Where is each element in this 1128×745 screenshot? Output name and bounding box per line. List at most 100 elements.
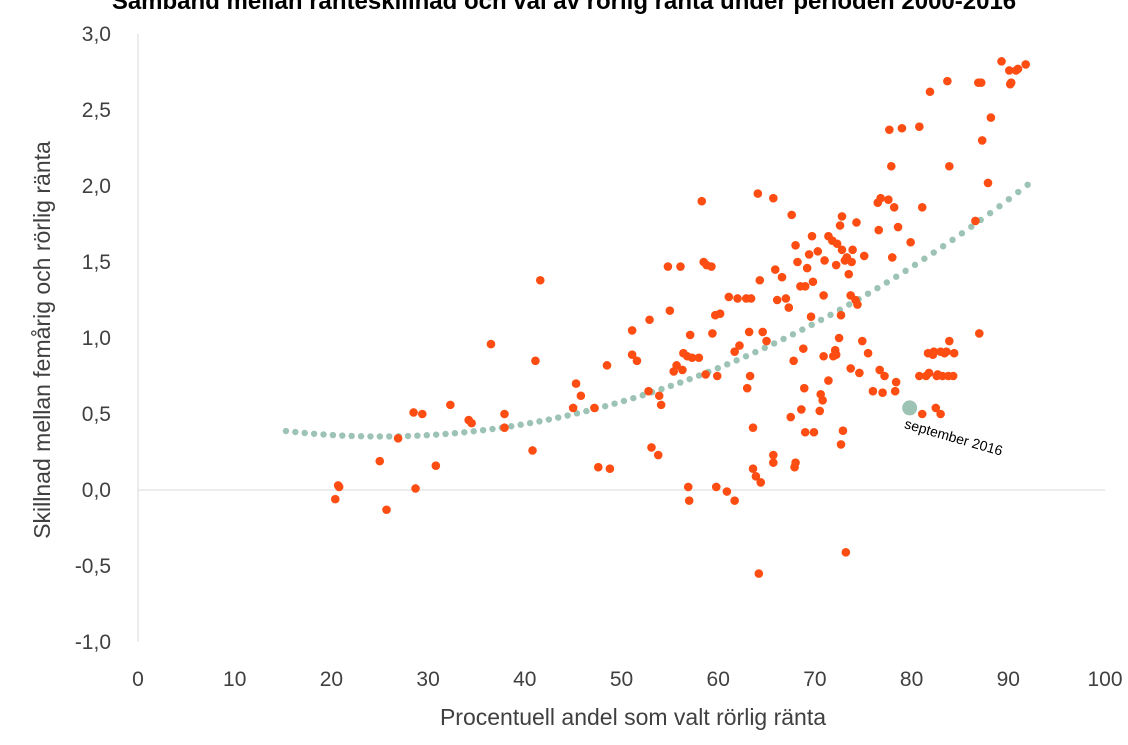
data-point (409, 408, 418, 417)
data-point (893, 222, 903, 232)
data-point (411, 484, 420, 493)
data-point (500, 423, 509, 432)
trendline-dot (526, 419, 534, 427)
data-point (754, 569, 764, 578)
data-point (931, 403, 941, 413)
trendline-dot (367, 433, 374, 440)
trendline-dot (874, 284, 881, 292)
data-point (724, 292, 734, 302)
data-point (786, 412, 796, 422)
data-point (528, 446, 537, 455)
data-point (915, 371, 924, 381)
data-point (915, 122, 924, 132)
data-point (889, 202, 899, 212)
data-point (446, 400, 455, 410)
trendline-dot (667, 382, 675, 390)
data-point (755, 275, 765, 285)
x-tick-label: 20 (320, 668, 343, 691)
data-point (846, 364, 855, 373)
trendline-dot (536, 418, 543, 425)
data-point (722, 487, 732, 496)
y-tick-label: 2,5 (82, 99, 111, 122)
data-point (886, 161, 896, 171)
data-point (769, 193, 778, 203)
trendline-dot (386, 433, 393, 440)
data-point (330, 494, 340, 504)
data-point (334, 482, 344, 492)
y-tick-label: 1,0 (82, 327, 111, 350)
data-point (831, 350, 841, 360)
trendline-dot (310, 430, 318, 437)
x-tick-label: 90 (997, 668, 1020, 691)
data-point (800, 282, 810, 291)
trendline-dot (630, 394, 637, 402)
trendline-dot (611, 400, 618, 407)
data-point (711, 482, 721, 492)
data-point (983, 178, 993, 188)
data-point (929, 347, 939, 356)
trendline-dot (827, 311, 834, 319)
x-tick-label: 10 (223, 668, 246, 691)
data-point (974, 329, 984, 338)
data-point (627, 350, 637, 360)
data-point (802, 263, 812, 273)
data-point (925, 87, 935, 97)
data-point (683, 482, 693, 492)
x-tick-label: 50 (610, 668, 633, 691)
trendline-dot (639, 392, 646, 399)
data-point (663, 262, 673, 271)
data-point (875, 365, 884, 375)
x-tick-label: 60 (707, 668, 730, 691)
data-point (772, 295, 782, 305)
trendline-dot (761, 344, 768, 352)
trendline-dot (949, 236, 956, 244)
x-tick-label: 80 (900, 668, 923, 691)
data-point (746, 294, 756, 303)
data-point (852, 218, 861, 227)
x-tick-label: 70 (803, 668, 826, 691)
trendline-dot (339, 432, 346, 439)
data-point (807, 231, 817, 241)
data-point (800, 427, 810, 437)
trendline-dot (329, 431, 337, 439)
trendline-dot (714, 364, 722, 372)
trendline-dot (893, 273, 900, 280)
data-point (813, 247, 823, 256)
data-point (602, 361, 612, 370)
data-point (942, 347, 951, 356)
x-tick-label: 40 (513, 668, 536, 691)
trendline-dot (742, 353, 750, 360)
data-point (848, 245, 857, 255)
data-point (874, 225, 884, 235)
chart-title: Samband mellan ränteskillnad och val av … (111, 0, 1017, 15)
axes: -1,0 -0,5 0,0 0,5 1,0 1,5 2,0 2,5 3,0 0 10 20 30 40 50… (75, 23, 1123, 691)
trendline-dot (320, 431, 327, 438)
data-point (730, 347, 739, 356)
trendline-dot (883, 279, 891, 286)
data-point (917, 202, 927, 212)
trendline-dot (489, 425, 496, 433)
data-point (627, 326, 637, 335)
data-point (393, 434, 403, 443)
trendline-dot (573, 410, 581, 417)
trendline-dot (282, 427, 290, 435)
trendline-dot (677, 379, 684, 386)
trendline-dot (601, 403, 609, 410)
axis-labels: Procentuell andel som valt rörlig ränta … (29, 141, 826, 730)
data-point (697, 196, 707, 206)
data-point (945, 161, 954, 171)
data-point (949, 348, 959, 358)
data-point (890, 386, 900, 396)
trendline-dot (902, 267, 909, 275)
data-point (375, 456, 385, 466)
y-tick-label: -1,0 (75, 631, 111, 654)
y-tick-label: 1,5 (82, 251, 111, 274)
data-point (742, 383, 752, 393)
data-point (656, 400, 666, 410)
data-point (593, 462, 603, 472)
data-point (836, 310, 846, 320)
data-point (789, 356, 798, 366)
data-point (884, 195, 893, 204)
trendline-dot (986, 209, 994, 217)
data-point (863, 348, 873, 358)
